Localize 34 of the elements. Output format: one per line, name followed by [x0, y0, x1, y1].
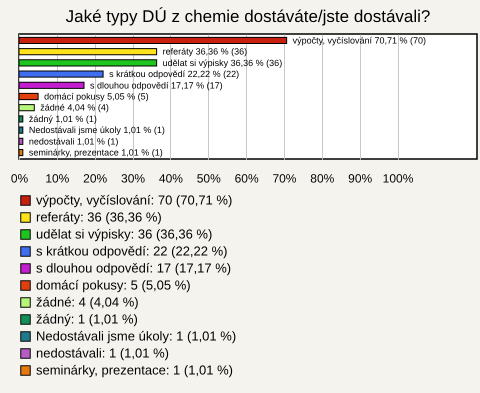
data-label: s dlouhou odpovědí 17,17 % (17)	[90, 80, 223, 90]
data-label: nedostávali 1,01 % (1)	[28, 136, 118, 146]
data-label: udělat si výpisky 36,36 % (36)	[162, 58, 282, 68]
x-tick-label: 70%	[272, 172, 297, 186]
x-tick-label: 40%	[158, 172, 184, 186]
data-label: referáty 36,36 % (36)	[162, 46, 248, 57]
legend-label: seminárky, prezentace: 1 (1,01 %)	[36, 362, 234, 378]
legend-label: udělat si výpisky: 36 (36,36 %)	[36, 226, 212, 242]
data-label: domácí pokusy 5,05 % (5)	[44, 92, 149, 102]
data-label: s krátkou odpovědí 22,22 % (22)	[109, 69, 240, 80]
legend-label: nedostávali: 1 (1,01 %)	[36, 346, 169, 360]
legend-label: referáty: 36 (36,36 %)	[36, 210, 162, 224]
x-tick-label: 60%	[234, 172, 259, 186]
legend-label: žádné: 4 (4,04 %)	[36, 294, 139, 310]
data-label: Nedostávali jsme úkoly 1,01 % (1)	[28, 125, 165, 136]
legend-label: domácí pokusy: 5 (5,05 %)	[36, 278, 191, 292]
legend-label: Nedostávali jsme úkoly: 1 (1,01 %)	[36, 328, 236, 344]
data-label: výpočty, vyčíslování 70,71 % (70)	[292, 35, 426, 46]
chart-title: Jaké typy DÚ z chemie dostáváte/jste dostávali?	[66, 7, 430, 26]
legend-label: výpočty, vyčíslování: 70 (70,71 %)	[36, 192, 232, 208]
x-tick-label: 10%	[45, 172, 70, 186]
legend-label: s dlouhou odpovědí: 17 (17,17 %)	[36, 260, 232, 276]
data-label: žádný 1,01 % (1)	[28, 114, 97, 124]
x-tick-label: 90%	[348, 172, 372, 186]
x-tick-label: 20%	[83, 172, 108, 186]
x-tick-label: 80%	[310, 172, 335, 186]
data-label: žádné 4,04 % (4)	[40, 102, 109, 113]
x-tick-label: 100%	[382, 172, 414, 186]
x-tick-label: 0%	[10, 172, 28, 186]
legend-label: žádný: 1 (1,01 %)	[36, 312, 138, 326]
x-tick-label: 30%	[121, 172, 146, 186]
data-label: seminárky, prezentace 1,01 % (1)	[28, 148, 163, 158]
x-tick-label: 50%	[196, 172, 222, 186]
legend-label: s krátkou odpovědí: 22 (22,22 %)	[36, 244, 228, 258]
